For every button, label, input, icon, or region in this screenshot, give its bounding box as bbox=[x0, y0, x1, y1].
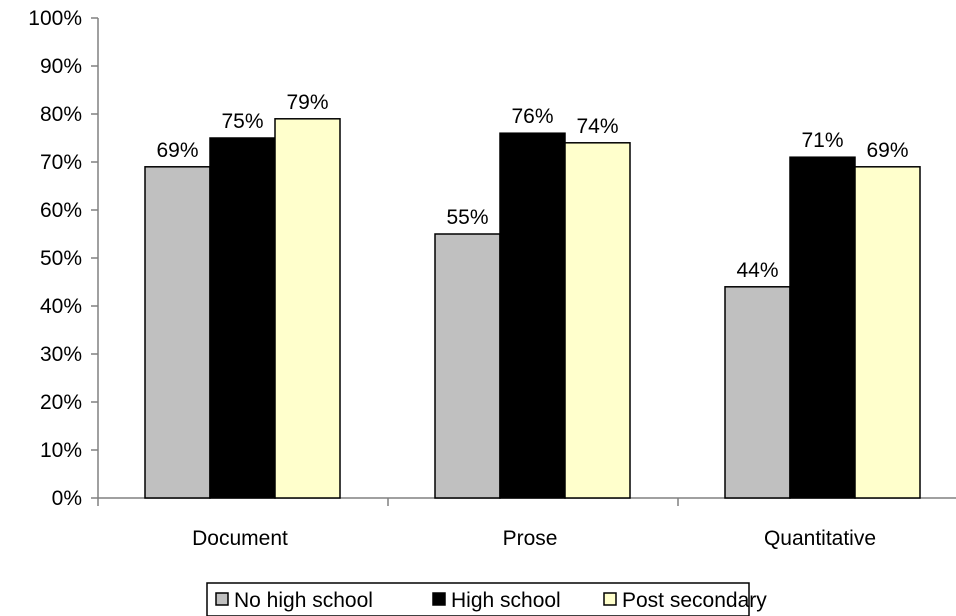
bar bbox=[854, 166, 921, 499]
x-category-label: Prose bbox=[503, 527, 558, 550]
y-tick-label: 60% bbox=[40, 199, 82, 222]
data-label: 69% bbox=[866, 139, 908, 162]
bar bbox=[499, 132, 566, 499]
bar bbox=[789, 156, 856, 499]
legend-swatch bbox=[215, 592, 229, 606]
data-label: 71% bbox=[801, 129, 843, 152]
data-label: 44% bbox=[736, 259, 778, 282]
bar bbox=[564, 142, 631, 499]
x-category-label: Quantitative bbox=[764, 527, 876, 550]
y-tick-label: 70% bbox=[40, 151, 82, 174]
data-label: 76% bbox=[511, 105, 553, 128]
data-label: 74% bbox=[576, 115, 618, 138]
legend-label: High school bbox=[451, 589, 561, 612]
data-label: 75% bbox=[221, 110, 263, 133]
bar bbox=[209, 137, 276, 499]
bar bbox=[274, 118, 341, 499]
legend-label: No high school bbox=[234, 589, 373, 612]
y-tick-label: 90% bbox=[40, 55, 82, 78]
legend-swatch bbox=[603, 592, 617, 606]
y-tick-label: 20% bbox=[40, 391, 82, 414]
bars bbox=[144, 118, 921, 499]
data-label: 55% bbox=[446, 206, 488, 229]
data-label: 79% bbox=[286, 91, 328, 114]
y-tick-label: 40% bbox=[40, 295, 82, 318]
legend: No high school High school Post secondary bbox=[206, 582, 767, 616]
data-label: 69% bbox=[156, 139, 198, 162]
y-tick-label: 50% bbox=[40, 247, 82, 270]
y-tick-label: 30% bbox=[40, 343, 82, 366]
legend-swatch bbox=[432, 592, 446, 606]
bar bbox=[434, 233, 501, 499]
x-axis: Document Prose Quantitative bbox=[97, 497, 956, 550]
y-axis: 0% 10% 20% 30% 40% 50% 60% 70% 80% 90% 100% bbox=[28, 7, 99, 510]
data-labels: 69% 75% 79% 55% 76% 74% 44% 71% 69% bbox=[156, 91, 908, 282]
bar bbox=[144, 166, 211, 499]
y-tick-label: 100% bbox=[28, 7, 82, 30]
legend-label: Post secondary bbox=[622, 589, 767, 612]
y-tick-label: 80% bbox=[40, 103, 82, 126]
y-tick-label: 0% bbox=[52, 487, 82, 510]
x-category-label: Document bbox=[192, 527, 288, 550]
y-tick-label: 10% bbox=[40, 439, 82, 462]
bar bbox=[724, 286, 791, 499]
legend-box bbox=[206, 582, 750, 616]
